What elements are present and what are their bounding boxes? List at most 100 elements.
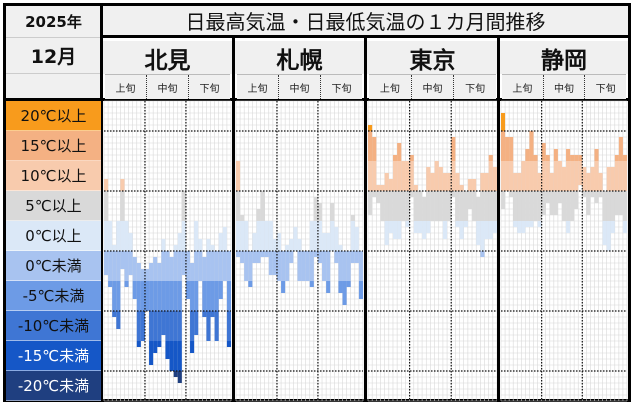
temperature-bar-segment bbox=[194, 227, 199, 233]
temperature-bar-segment bbox=[488, 209, 493, 215]
temperature-bar-segment bbox=[513, 185, 518, 191]
temperature-bar-segment bbox=[574, 167, 579, 173]
temperature-bar-segment bbox=[354, 239, 359, 245]
temperature-bar-segment bbox=[541, 191, 546, 197]
temperature-bar-segment bbox=[236, 179, 241, 185]
temperature-bar-segment bbox=[289, 245, 294, 251]
temperature-bar-segment bbox=[422, 209, 427, 215]
temperature-bar-segment bbox=[574, 155, 579, 161]
temperature-bar-segment bbox=[388, 191, 393, 197]
temperature-bar-segment bbox=[260, 233, 265, 239]
temperature-bar-segment bbox=[268, 257, 273, 263]
temperature-bar-segment bbox=[124, 257, 129, 263]
temperature-bar-segment bbox=[409, 161, 414, 167]
temperature-bar-segment bbox=[602, 221, 607, 227]
temperature-bar-segment bbox=[153, 341, 158, 347]
temperature-bar-segment bbox=[480, 203, 485, 209]
temperature-bar-segment bbox=[610, 167, 615, 173]
temperature-bar-segment bbox=[553, 161, 558, 167]
temperature-bar-segment bbox=[226, 257, 231, 263]
temperature-bar-segment bbox=[409, 155, 414, 161]
temperature-bar-segment bbox=[177, 287, 182, 293]
temperature-bar-segment bbox=[149, 353, 154, 359]
temperature-bar-segment bbox=[610, 185, 615, 191]
temperature-bar-segment bbox=[198, 263, 203, 269]
temperature-bar-segment bbox=[128, 239, 133, 245]
temperature-bar-segment bbox=[165, 257, 170, 263]
temperature-bar-segment bbox=[124, 239, 129, 245]
temperature-bar-segment bbox=[618, 185, 623, 191]
temperature-bar-segment bbox=[372, 149, 377, 155]
temperature-bar-segment bbox=[501, 137, 506, 143]
temperature-bar-segment bbox=[198, 239, 203, 245]
temperature-bar-segment bbox=[561, 215, 567, 221]
temperature-bar-segment bbox=[173, 347, 178, 353]
temperature-bar-segment bbox=[226, 341, 231, 347]
temperature-bar-segment bbox=[236, 197, 241, 203]
temperature-bar-segment bbox=[161, 239, 166, 245]
temperature-bar-segment bbox=[214, 317, 219, 323]
temperature-bar-segment bbox=[132, 269, 137, 275]
temperature-bar-segment bbox=[372, 161, 377, 167]
temperature-bar-segment bbox=[214, 335, 219, 341]
temperature-bar-segment bbox=[104, 245, 109, 251]
temperature-bar-segment bbox=[434, 185, 439, 191]
temperature-bar-segment bbox=[525, 179, 530, 185]
temperature-bar-segment bbox=[149, 311, 154, 317]
temperature-bar-segment bbox=[602, 215, 607, 221]
temperature-bar-segment bbox=[525, 185, 530, 191]
temperature-bar-segment bbox=[397, 179, 402, 185]
temperature-bar-segment bbox=[488, 173, 493, 179]
temperature-bar-segment bbox=[566, 215, 571, 221]
temperature-bar-segment bbox=[442, 221, 448, 227]
temperature-bar-segment bbox=[173, 275, 178, 281]
temperature-bar-segment bbox=[140, 293, 145, 299]
temperature-bar-segment bbox=[606, 245, 611, 251]
temperature-bar-segment bbox=[206, 281, 211, 287]
temperature-bar-segment bbox=[194, 221, 199, 227]
temperature-bar-segment bbox=[488, 155, 493, 161]
temperature-bar-segment bbox=[136, 317, 141, 323]
temperature-bar-segment bbox=[268, 221, 273, 227]
temperature-bar-segment bbox=[244, 245, 249, 251]
temperature-bar-segment bbox=[260, 203, 265, 209]
temperature-bar-segment bbox=[116, 275, 121, 281]
temperature-bar-segment bbox=[112, 245, 117, 251]
temperature-bar-segment bbox=[484, 209, 489, 215]
temperature-bar-segment bbox=[338, 281, 343, 287]
temperature-bar-segment bbox=[169, 257, 174, 263]
temperature-bar-segment bbox=[194, 305, 199, 311]
temperature-bar-segment bbox=[574, 161, 579, 167]
temperature-bar-segment bbox=[317, 245, 323, 251]
temperature-bar-segment bbox=[112, 299, 117, 305]
temperature-bar-segment bbox=[313, 233, 318, 239]
temperature-bar-segment bbox=[372, 179, 377, 185]
temperature-bar-segment bbox=[570, 173, 575, 179]
temperature-bar-segment bbox=[488, 203, 493, 209]
temperature-bar-segment bbox=[472, 203, 477, 209]
temperature-bar-segment bbox=[136, 335, 141, 341]
temperature-bar-segment bbox=[140, 299, 145, 305]
temperature-bar-segment bbox=[517, 227, 522, 233]
temperature-bar-segment bbox=[602, 227, 607, 233]
temperature-bar-segment bbox=[384, 185, 389, 191]
temperature-bar-segment bbox=[252, 257, 257, 263]
temperature-bar-segment bbox=[574, 185, 579, 191]
temperature-bar-segment bbox=[124, 245, 129, 251]
temperature-bar-segment bbox=[358, 257, 363, 263]
temperature-bar-segment bbox=[455, 221, 460, 227]
temperature-bar-segment bbox=[181, 233, 186, 239]
temperature-bar-segment bbox=[582, 191, 587, 197]
temperature-bar-segment bbox=[116, 299, 121, 305]
temperature-bar-segment bbox=[177, 257, 182, 263]
temperature-bar-segment bbox=[561, 203, 567, 209]
temperature-bar-segment bbox=[594, 179, 599, 185]
temperature-bar-segment bbox=[614, 209, 619, 215]
temperature-bar-segment bbox=[124, 221, 129, 227]
temperature-bar-segment bbox=[194, 245, 199, 251]
temperature-bar-segment bbox=[248, 281, 253, 287]
temperature-bar-segment bbox=[140, 335, 145, 341]
temperature-bar-segment bbox=[104, 263, 109, 269]
temperature-bar-segment bbox=[326, 287, 331, 293]
temperature-bar-segment bbox=[488, 215, 493, 221]
